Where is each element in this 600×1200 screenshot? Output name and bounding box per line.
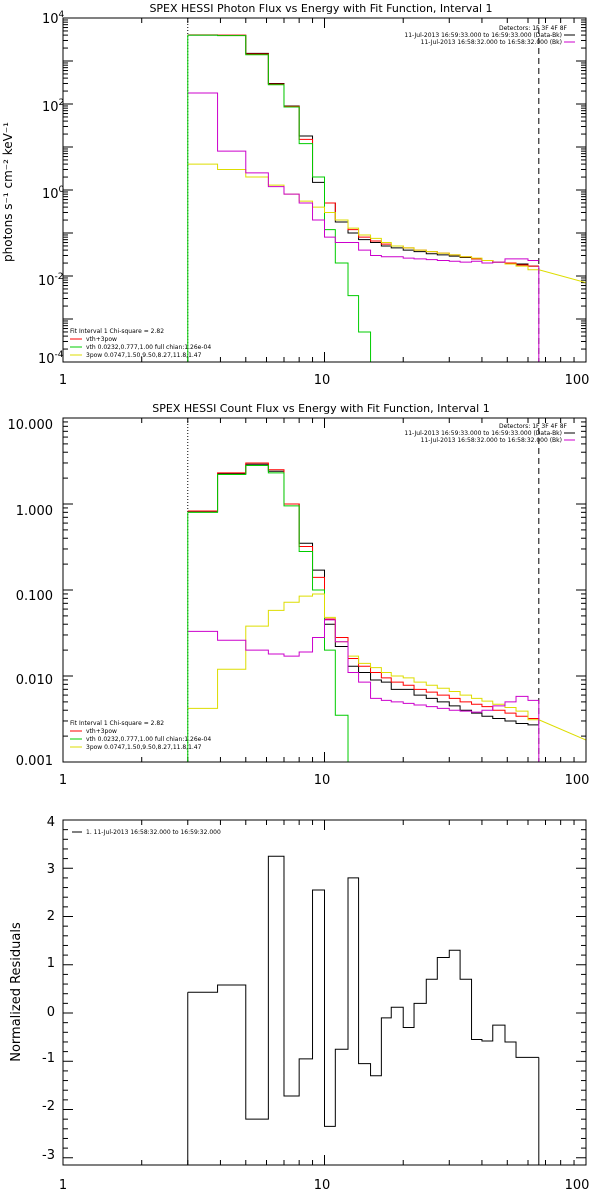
- legend-fit-interval: Fit Interval 1 Chi-square = 2.82: [70, 720, 164, 727]
- plot-frame: [62, 417, 587, 763]
- x-tick-label-100: 100: [565, 773, 590, 788]
- y-tick-label-minus-3: -3: [42, 1148, 55, 1163]
- y-tick-label-2: 2: [47, 909, 55, 924]
- y-tick-labels: 104 102 100 10-2 10-4: [38, 10, 65, 367]
- x-tick-label-10: 10: [314, 1178, 331, 1193]
- y-tick-label-1e-2: 10-2: [38, 272, 64, 289]
- y-tick-label-minus-1: -1: [42, 1051, 55, 1066]
- y-tick-label-10: 10.000: [8, 418, 54, 433]
- x-tick-labels: 1 10 100: [59, 773, 590, 788]
- legend-entry-detectors: Detectors: 1F 3F 4F 8F: [499, 25, 568, 32]
- y-tick-label-0.001: 0.001: [16, 754, 53, 769]
- x-tick-labels: 1 10 100: [59, 373, 590, 388]
- y-tick-label-3: 3: [47, 862, 55, 877]
- y-tick-label-0: 0: [47, 1005, 55, 1020]
- legend-fit-interval: Fit Interval 1 Chi-square = 2.82: [70, 328, 164, 335]
- y-tick-label-1e-4: 10-4: [38, 350, 64, 367]
- legend-entry-bk: 11-Jul-2013 16:58:32.000 to 16:58:32.000…: [421, 39, 562, 46]
- legend-entry-interval: 1. 11-Jul-2013 16:58:32.000 to 16:59:32.…: [86, 829, 221, 836]
- plot-frame: [62, 17, 587, 363]
- legend-entry-bk: 11-Jul-2013 16:58:32.000 to 16:58:32.000…: [421, 437, 562, 444]
- x-tick-labels: 1 10 100: [59, 1178, 590, 1193]
- data-layer: [187, 418, 586, 762]
- plot-content: [62, 17, 587, 363]
- legend-entry-vth: vth 0.0232,0.777,1.00 full chian:1.26e-0…: [86, 736, 211, 743]
- y-tick-label-0.01: 0.010: [16, 673, 53, 688]
- x-tick-label-10: 10: [314, 773, 331, 788]
- series-tail: [538, 269, 586, 284]
- legend-bottom: Fit Interval 1 Chi-square = 2.82 vth+3po…: [70, 720, 211, 751]
- x-tick-label-10: 10: [314, 373, 331, 388]
- legend-entry-data-bk: 11-Jul-2013 16:59:33.000 to 16:59:33.000…: [404, 430, 562, 437]
- series-line: [187, 593, 539, 721]
- series-line: [187, 34, 372, 362]
- chart-title: SPEX HESSI Photon Flux vs Energy with Fi…: [149, 2, 492, 15]
- panel-photon-flux: SPEX HESSI Photon Flux vs Energy with Fi…: [1, 2, 589, 388]
- axis-ticks: [62, 17, 587, 363]
- panel-count-flux: SPEX HESSI Count Flux vs Energy with Fit…: [8, 402, 590, 788]
- legend-entry-3pow: 3pow 0.0747,1.50,9.50,8.27,11.8,1.47: [86, 352, 202, 359]
- y-tick-label-minus-2: -2: [42, 1099, 55, 1114]
- y-tick-label-1: 1: [47, 956, 55, 971]
- y-tick-label-1: 1.000: [16, 504, 53, 519]
- legend-entry-vth: vth 0.0232,0.777,1.00 full chian:1.26e-0…: [86, 344, 211, 351]
- legend-entry-data-bk: 11-Jul-2013 16:59:33.000 to 16:59:33.000…: [404, 32, 562, 39]
- y-axis-label: photons s⁻¹ cm⁻² keV⁻¹: [1, 122, 15, 262]
- legend-top: Detectors: 1F 3F 4F 8F 11-Jul-2013 16:59…: [404, 25, 575, 46]
- legend-entry-detectors: Detectors: 1F 3F 4F 8F: [499, 423, 568, 430]
- series-line: [187, 462, 539, 720]
- x-tick-label-1: 1: [59, 373, 67, 388]
- y-tick-label-1e0: 100: [42, 185, 65, 202]
- data-layer: [187, 855, 540, 1165]
- x-tick-label-100: 100: [565, 1178, 590, 1193]
- y-axis-label: Normalized Residuals: [9, 922, 24, 1062]
- y-tick-labels: 4 3 2 1 0 -1 -2 -3: [42, 815, 55, 1163]
- y-tick-label-1e4: 104: [42, 10, 65, 27]
- y-tick-label-4: 4: [47, 815, 55, 830]
- data-layer: [187, 18, 586, 362]
- plot-content: [62, 819, 587, 1166]
- x-tick-label-100: 100: [565, 373, 590, 388]
- y-tick-label-0.1: 0.100: [16, 589, 53, 604]
- series-line: [187, 619, 539, 713]
- plot-frame: [62, 819, 587, 1166]
- series-tail: [538, 719, 586, 741]
- legend-top: 1. 11-Jul-2013 16:58:32.000 to 16:59:32.…: [72, 829, 221, 836]
- legend-entry-vth-3pow: vth+3pow: [86, 728, 117, 735]
- series-line: [187, 92, 539, 264]
- panel-residuals: Normalized Residuals 1. 11-Jul-2013 16:5…: [9, 815, 589, 1193]
- plot-content: [62, 417, 587, 763]
- series-line: [187, 465, 359, 762]
- legend-top: Detectors: 1F 3F 4F 8F 11-Jul-2013 16:59…: [404, 423, 575, 444]
- y-tick-labels: 10.000 1.000 0.100 0.010 0.001: [8, 418, 54, 769]
- series-line: [187, 855, 539, 1127]
- chart-title: SPEX HESSI Count Flux vs Energy with Fit…: [152, 402, 489, 415]
- x-tick-label-1: 1: [59, 1178, 67, 1193]
- legend-entry-vth-3pow: vth+3pow: [86, 336, 117, 343]
- legend-bottom: Fit Interval 1 Chi-square = 2.82 vth+3po…: [70, 328, 211, 359]
- x-tick-label-1: 1: [59, 773, 67, 788]
- legend-entry-3pow: 3pow 0.0747,1.50,9.50,8.27,11.8,1.47: [86, 744, 202, 751]
- y-tick-label-1e2: 102: [42, 98, 64, 115]
